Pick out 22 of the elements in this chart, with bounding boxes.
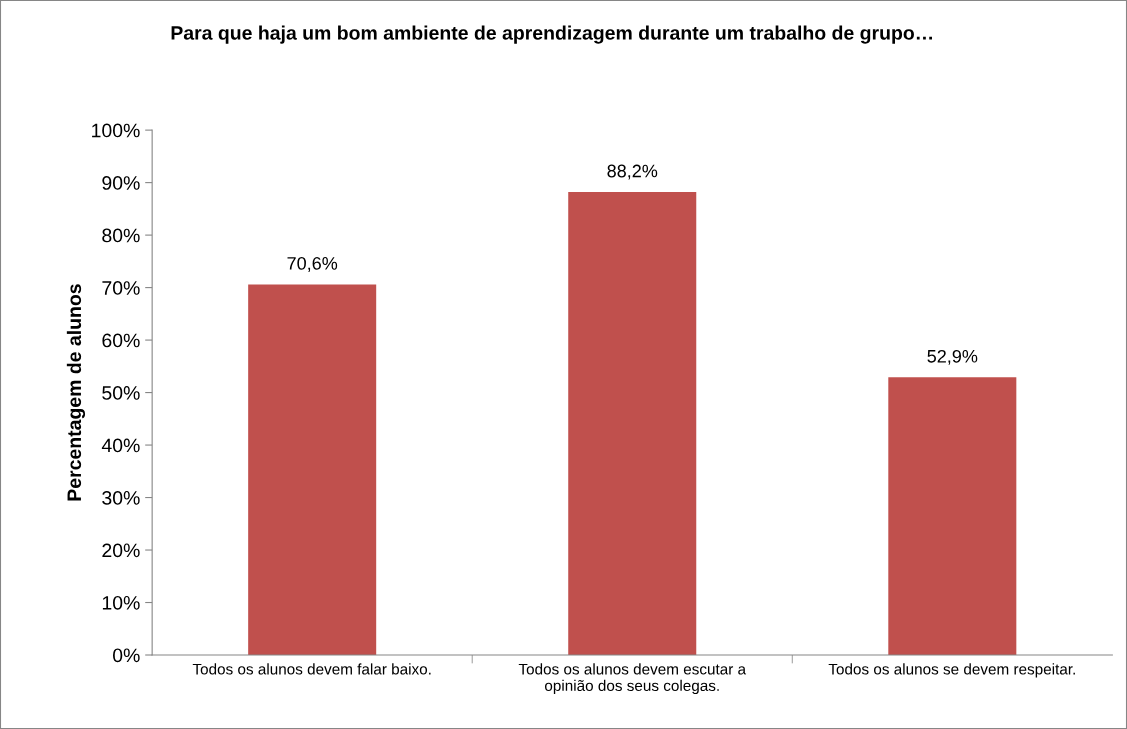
y-tick-label: 30% [102, 491, 140, 505]
y-tick-label: 80% [102, 228, 140, 243]
bar [568, 192, 697, 656]
y-tick-label: 70% [102, 281, 140, 295]
x-tick-label: Todos os alunos devem falar baixo. [192, 663, 431, 675]
y-tick-label: 90% [102, 176, 140, 190]
y-tick-label: 60% [102, 333, 140, 348]
x-tick-label: Todos os alunos devem escutar a opinião dos seus colegas. [518, 663, 747, 695]
chart-title: Para que haja um bom ambiente de aprendizagem durante um trabalho de grupo… [171, 25, 932, 44]
y-axis-title: Percentagem de alunos [66, 284, 86, 501]
y-tick-label: 20% [102, 543, 140, 558]
data-label: 70,6% [287, 256, 338, 272]
y-tick-label: 10% [102, 595, 140, 610]
data-label: 52,9% [927, 349, 978, 365]
y-tick-label: 50% [102, 386, 140, 400]
y-tick-label: 0% [113, 648, 140, 663]
bar [248, 284, 377, 656]
y-tick-label: 100% [92, 123, 140, 138]
y-tick-label: 40% [101, 438, 140, 453]
data-label: 88,2% [607, 164, 658, 180]
bar [888, 377, 1017, 656]
x-tick-label: Todos os alunos se devem respeitar. [828, 663, 1075, 678]
